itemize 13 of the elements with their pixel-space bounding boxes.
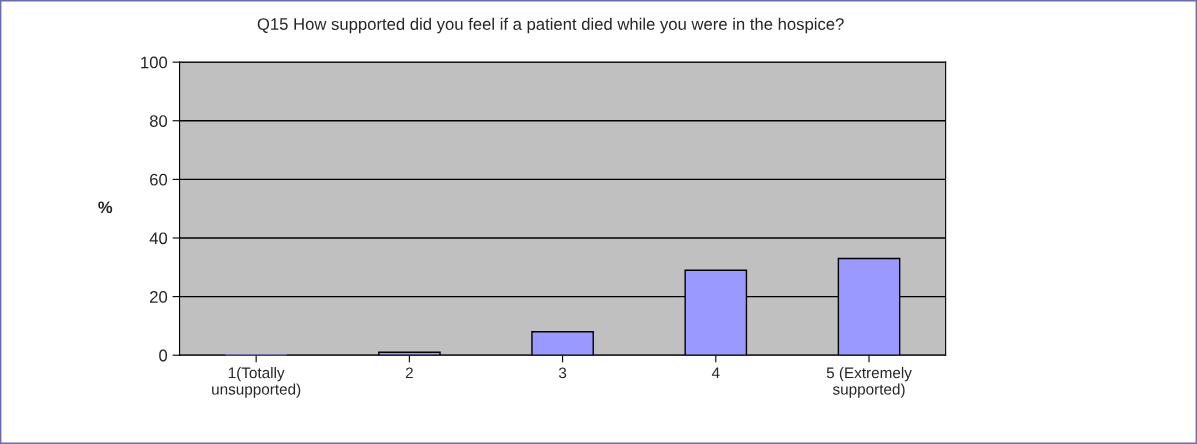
y-tick-label: 80 <box>149 115 168 127</box>
y-tick-label: 0 <box>159 349 168 362</box>
y-tick-label: 40 <box>149 232 168 245</box>
y-axis-title: % <box>98 201 113 214</box>
chart-title: Q15 How supported did you feel if a patient died while you were in the hospice? <box>257 17 844 34</box>
x-tick-label: 4 <box>711 367 720 379</box>
y-tick-label: 60 <box>150 173 168 186</box>
x-tick-label: 1(Totally unsupported) <box>212 367 301 398</box>
y-tick-label: 20 <box>150 290 168 303</box>
x-tick-label: 3 <box>558 367 567 379</box>
y-tick-label: 100 <box>141 56 168 69</box>
x-tick-label: 5 (Extremely supported) <box>826 367 912 398</box>
x-tick-label: 2 <box>405 367 413 379</box>
